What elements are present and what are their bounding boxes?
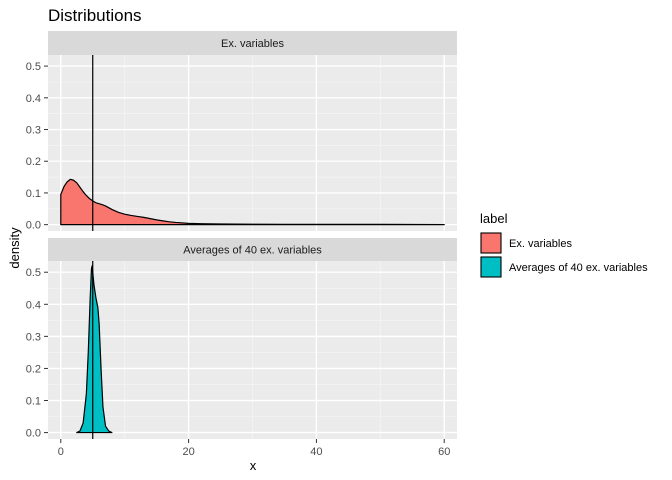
facet-strip-label: Ex. variables (221, 38, 284, 50)
y-tick-label: 0.2 (26, 363, 41, 375)
legend-label: Averages of 40 ex. variables (509, 262, 648, 274)
y-tick-label: 0.3 (26, 125, 41, 137)
y-tick-label: 0.4 (26, 299, 41, 311)
panel-ex-variables: Ex. variables 0.0 0.1 0.2 0.3 0.4 0.5 (26, 31, 457, 232)
facet-strip-label: Averages of 40 ex. variables (183, 245, 322, 257)
chart-title: Distributions (48, 6, 142, 25)
y-tick-label: 0.3 (26, 331, 41, 343)
legend: label Ex. variables Averages of 40 ex. va… (480, 211, 648, 278)
density-area (76, 265, 113, 434)
x-tick-label: 60 (438, 446, 450, 458)
y-tick-label: 0.1 (26, 188, 41, 200)
panel-averages: Averages of 40 ex. variables 0.0 0.1 0.2 0.3… (26, 238, 457, 440)
y-tick-label: 0.1 (26, 396, 41, 408)
legend-key (480, 232, 502, 254)
x-axis: 0 20 40 60 (58, 439, 450, 458)
y-axis-label: density (7, 227, 22, 269)
y-tick-label: 0.2 (26, 156, 41, 168)
legend-key (480, 256, 502, 278)
density-area (60, 178, 445, 226)
y-tick-label: 0.0 (26, 220, 41, 232)
y-tick-label: 0.4 (26, 93, 41, 105)
x-tick-label: 0 (58, 446, 64, 458)
x-tick-label: 40 (310, 446, 322, 458)
x-axis-label: x (250, 458, 257, 473)
y-tick-label: 0.5 (26, 267, 41, 279)
facet-strip (48, 31, 457, 55)
y-tick-label: 0.5 (26, 61, 41, 73)
x-tick-label: 20 (182, 446, 194, 458)
y-tick-label: 0.0 (26, 428, 41, 440)
legend-title: label (480, 211, 508, 226)
legend-label: Ex. variables (509, 238, 572, 250)
facet-strip (48, 238, 457, 261)
